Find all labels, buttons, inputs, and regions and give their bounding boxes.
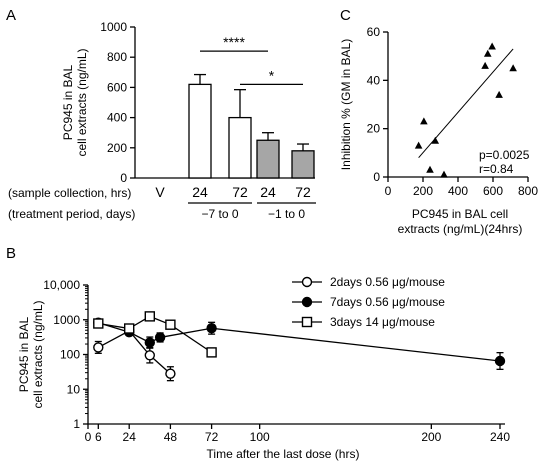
data-point-square (144, 311, 156, 322)
stat-label: p=0.0025 (479, 148, 530, 162)
y-axis-title-line: PC945 in BAL (17, 316, 31, 392)
y-tick-label: 10 (67, 382, 81, 396)
legend-label: 2days 0.56 μg/mouse (330, 275, 445, 289)
data-point-triangle (509, 64, 517, 72)
panel-label-b: B (6, 245, 16, 262)
data-point-triangle (420, 117, 428, 125)
data-point-circle (144, 350, 156, 361)
row-label-treatment: (treatment period, days) (8, 207, 135, 221)
y-tick-label: 60 (367, 25, 381, 39)
x-tick-label: 100 (250, 430, 270, 444)
data-point-triangle (483, 49, 492, 57)
bar (291, 150, 315, 179)
row-label-sample: (sample collection, hrs) (8, 186, 131, 200)
x-tick-label: 0 (385, 184, 392, 198)
data-point-triangle (495, 90, 503, 98)
x-axis-title-line: extracts (ng/mL)(24hrs) (398, 222, 523, 236)
y-tick-label: 0 (120, 171, 127, 185)
data-point-circle (144, 337, 156, 348)
y-axis-title-line: cell extracts (ng/mL) (31, 300, 45, 408)
x-tick-label: 72 (205, 430, 219, 444)
group-label: −1 to 0 (268, 207, 305, 221)
data-point-circle (301, 296, 313, 308)
y-tick-label: 600 (107, 80, 127, 94)
legend-label: 3days 14 μg/mouse (330, 315, 435, 329)
group-label: −7 to 0 (201, 207, 238, 221)
y-tick-label: 0 (373, 170, 380, 184)
y-tick-label: 20 (367, 122, 381, 136)
x-tick-label: 48 (164, 430, 178, 444)
x-axis-title: Time after the last dose (hrs) (207, 447, 360, 461)
x-tick-label: 400 (448, 184, 468, 198)
data-point-triangle (431, 136, 440, 144)
y-tick-label: 40 (367, 73, 381, 87)
y-tick-label: 800 (107, 50, 127, 64)
y-tick-label: 100 (60, 348, 80, 362)
y-tick-label: 200 (107, 141, 127, 155)
data-point-square (301, 316, 313, 328)
vehicle-label: V (155, 184, 165, 200)
data-point-circle (154, 332, 166, 343)
data-point-circle (206, 323, 217, 334)
bar (256, 139, 280, 179)
y-axis-title: Inhibition % (GM in BAL) (339, 39, 353, 170)
bar (188, 83, 212, 179)
data-point-circle (165, 368, 176, 379)
x-axis-title-line: PC945 in BAL cell (412, 207, 508, 221)
y-axis-title: PC945 in BALcell extracts (ng/mL) (17, 300, 45, 408)
data-point-triangle (440, 170, 448, 178)
bar (228, 116, 252, 179)
series-line (98, 315, 212, 353)
panel-a-bar-chart: 0 200 400 600 800 1000 PC945 in BALcell extrac… (8, 20, 316, 221)
x-axis-title: PC945 in BAL cell extracts (ng/mL)(24hrs) (398, 207, 523, 236)
data-point-circle (494, 355, 506, 367)
y-tick-label: 1000 (100, 20, 127, 34)
x-tick-label: 600 (483, 184, 503, 198)
data-point-square (165, 319, 176, 330)
panel-label-a: A (6, 7, 16, 24)
y-tick-label: 400 (107, 111, 127, 125)
category-label: 72 (295, 184, 311, 200)
x-tick-label: 240 (490, 430, 510, 444)
x-tick-label: 24 (123, 430, 137, 444)
y-tick-label: 1 (73, 417, 80, 431)
x-tick-label: 200 (413, 184, 433, 198)
x-tick-label: 6 (95, 430, 102, 444)
data-point-circle (301, 276, 313, 288)
x-tick-label: 0 (85, 430, 92, 444)
data-point-circle (93, 342, 104, 353)
category-label: 72 (232, 184, 248, 200)
data-point-square (206, 347, 217, 358)
significance-label: **** (223, 34, 245, 50)
data-point-triangle (488, 42, 496, 50)
panel-label-c: C (340, 7, 351, 24)
y-axis-title-line: PC945 in BAL (61, 64, 75, 140)
significance-label: * (269, 67, 275, 83)
x-tick-label: 800 (518, 184, 538, 198)
stat-label: r=0.84 (479, 162, 514, 176)
legend-label: 7days 0.56 μg/mouse (330, 295, 445, 309)
category-label: 24 (192, 184, 208, 200)
data-point-triangle (426, 165, 434, 173)
data-point-square (123, 323, 135, 334)
x-tick-label: 200 (421, 430, 441, 444)
data-point-triangle (481, 61, 489, 69)
y-axis-title: PC945 in BALcell extracts (ng/mL) (61, 48, 89, 156)
y-tick-label: 1000 (53, 313, 80, 327)
data-point-square (93, 318, 104, 329)
y-tick-label: 10,000 (43, 278, 80, 292)
data-point-triangle (414, 141, 423, 149)
series-line (97, 330, 171, 375)
y-axis-title-line: cell extracts (ng/mL) (75, 48, 89, 156)
category-label: 24 (260, 184, 276, 200)
